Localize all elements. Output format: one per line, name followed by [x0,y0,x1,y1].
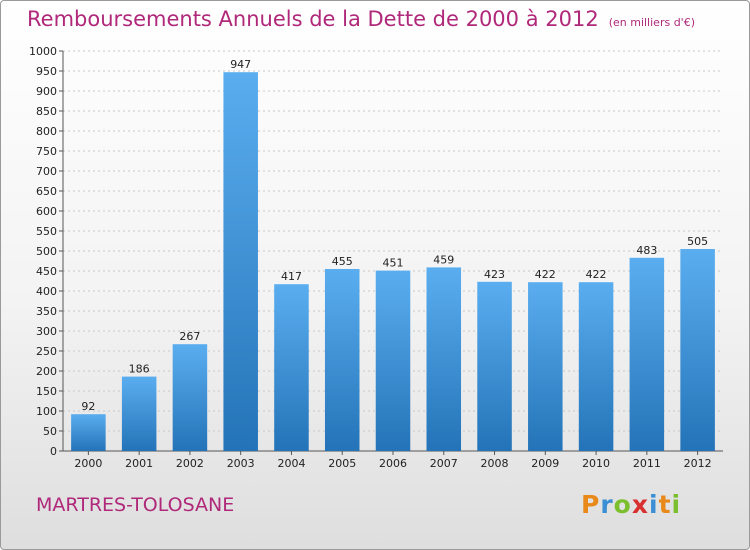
bar-2003 [223,72,258,451]
value-label-2012: 505 [687,235,708,248]
x-tick-label-2006: 2006 [379,457,407,470]
value-label-2005: 455 [332,255,353,268]
x-tick-label-2005: 2005 [328,457,356,470]
commune-name: MARTRES-TOLOSANE [36,494,235,516]
y-tick-label: 600 [36,205,57,218]
bar-2001 [121,376,157,451]
logo-letter: t [658,490,672,519]
bar-2006 [375,270,411,451]
y-tick-label: 550 [36,225,57,238]
x-tick-label-2000: 2000 [74,457,102,470]
y-tick-label: 250 [36,345,57,358]
value-label-2007: 459 [433,253,454,266]
logo-letter: i [649,490,659,519]
y-tick-label: 950 [36,65,57,78]
value-label-2000: 92 [81,400,95,413]
chart-title: Remboursements Annuels de la Dette de 20… [27,7,599,31]
y-tick-label: 50 [43,425,57,438]
bar-2010 [578,282,614,451]
title-row: Remboursements Annuels de la Dette de 20… [27,7,695,31]
value-label-2008: 423 [484,268,505,281]
y-tick-label: 800 [36,125,57,138]
value-label-2011: 483 [636,244,657,257]
x-tick-label-2010: 2010 [582,457,610,470]
value-labels: 92 186 267 947 417 455 451 459 423 422 422 483 505 [81,58,708,413]
y-tick-label: 700 [36,165,57,178]
value-label-2010: 422 [586,268,607,281]
x-tick-label-2011: 2011 [633,457,661,470]
x-axis-ticks: 2000 2001 2002 2003 2004 2005 2006 2007 2008 2009… [74,451,712,470]
logo-letter: r [600,490,614,519]
bar-2004 [274,284,309,451]
x-tick-label-2007: 2007 [430,457,458,470]
bar-2007 [426,267,462,451]
logo-letter: x [631,490,649,519]
x-tick-label-2002: 2002 [176,457,204,470]
y-tick-label: 400 [36,285,57,298]
y-tick-label: 200 [36,365,57,378]
y-tick-label: 150 [36,385,57,398]
x-tick-label-2008: 2008 [481,457,509,470]
y-tick-label: 850 [36,105,57,118]
value-label-2009: 422 [535,268,556,281]
y-tick-label: 750 [36,145,57,158]
bar-2002 [172,344,208,451]
y-tick-label: 900 [36,85,57,98]
bar-2000 [71,414,106,451]
y-tick-label: 650 [36,185,57,198]
value-label-2006: 451 [383,257,404,270]
x-tick-label-2004: 2004 [277,457,305,470]
logo-letter: P [581,490,601,519]
y-tick-label: 0 [50,445,57,458]
x-tick-label-2012: 2012 [684,457,712,470]
y-tick-label: 350 [36,305,57,318]
y-tick-label: 1000 [29,45,57,58]
proxiti-logo[interactable]: Proxiti [581,490,681,519]
value-label-2001: 186 [129,363,150,376]
value-label-2004: 417 [281,270,302,283]
bar-2005 [324,269,360,451]
x-tick-label-2003: 2003 [227,457,255,470]
logo-letter: i [671,490,682,519]
y-tick-label: 100 [36,405,57,418]
y-tick-label: 450 [36,265,57,278]
x-tick-label-2009: 2009 [531,457,559,470]
bar-2012 [680,249,715,451]
value-label-2002: 267 [179,330,200,343]
logo-letter: o [613,490,632,519]
bar-2011 [629,257,665,451]
x-tick-label-2001: 2001 [125,457,153,470]
bar-2009 [528,282,563,451]
y-tick-label: 500 [36,245,57,258]
y-tick-label: 300 [36,325,57,338]
bars [71,72,715,451]
chart-subtitle: (en milliers d'€) [608,16,695,29]
value-label-2003: 947 [230,58,251,71]
bar-2008 [477,281,512,451]
